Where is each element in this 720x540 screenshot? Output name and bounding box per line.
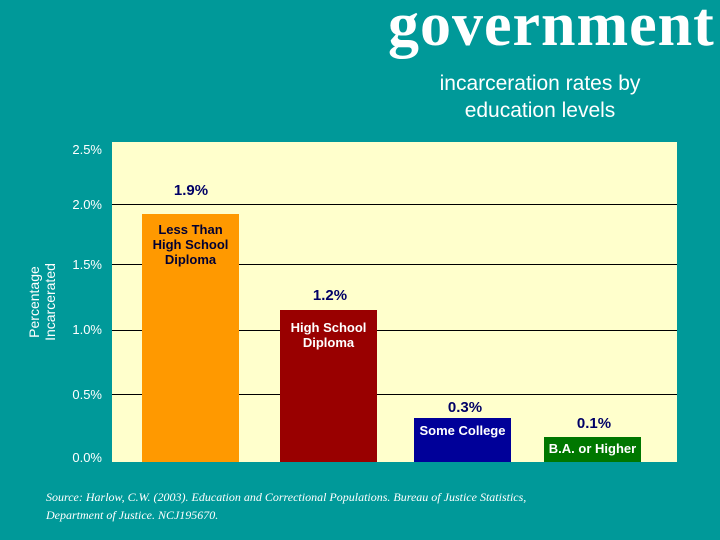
y-axis-label: Percentage Incarcerated [26, 263, 58, 341]
bar-hs-diploma: High School Diploma [280, 310, 377, 462]
chart-subtitle: incarceration rates by education levels [380, 70, 700, 124]
subtitle-line-2: education levels [464, 99, 616, 122]
gridline-1-5 [112, 264, 677, 265]
bar-label-some-college: Some College [419, 423, 506, 438]
gridline-1-0 [112, 330, 677, 331]
plot-area: 1.9% Less Than High School Diploma 1.2% … [112, 142, 677, 462]
bar-some-college: Some College [414, 418, 511, 462]
gridline-2-0 [112, 204, 677, 205]
bar-label-less-than-hs: Less Than High School Diploma [152, 222, 229, 267]
value-label-less-than-hs: 1.9% [173, 182, 209, 199]
bar-label-ba-or-higher: B.A. or Higher [548, 441, 637, 456]
value-label-ba-or-higher: 0.1% [576, 415, 612, 432]
y-tick-2-5: 2.5% [72, 142, 102, 157]
bar-label-hs-diploma: High School Diploma [290, 320, 367, 350]
y-tick-0-5: 0.5% [72, 387, 102, 402]
bar-less-than-hs: Less Than High School Diploma [142, 214, 239, 462]
y-tick-1-5: 1.5% [72, 257, 102, 272]
bar-ba-or-higher: B.A. or Higher [544, 437, 641, 462]
slide-title: government [388, 0, 715, 59]
gridline-0-5 [112, 394, 677, 395]
y-tick-1-0: 1.0% [72, 322, 102, 337]
y-tick-2-0: 2.0% [72, 197, 102, 212]
value-label-some-college: 0.3% [447, 399, 483, 416]
value-label-hs-diploma: 1.2% [312, 287, 348, 304]
source-citation: Source: Harlow, C.W. (2003). Education a… [46, 490, 527, 522]
subtitle-line-1: incarceration rates by [439, 72, 641, 95]
y-tick-0-0: 0.0% [72, 450, 102, 465]
